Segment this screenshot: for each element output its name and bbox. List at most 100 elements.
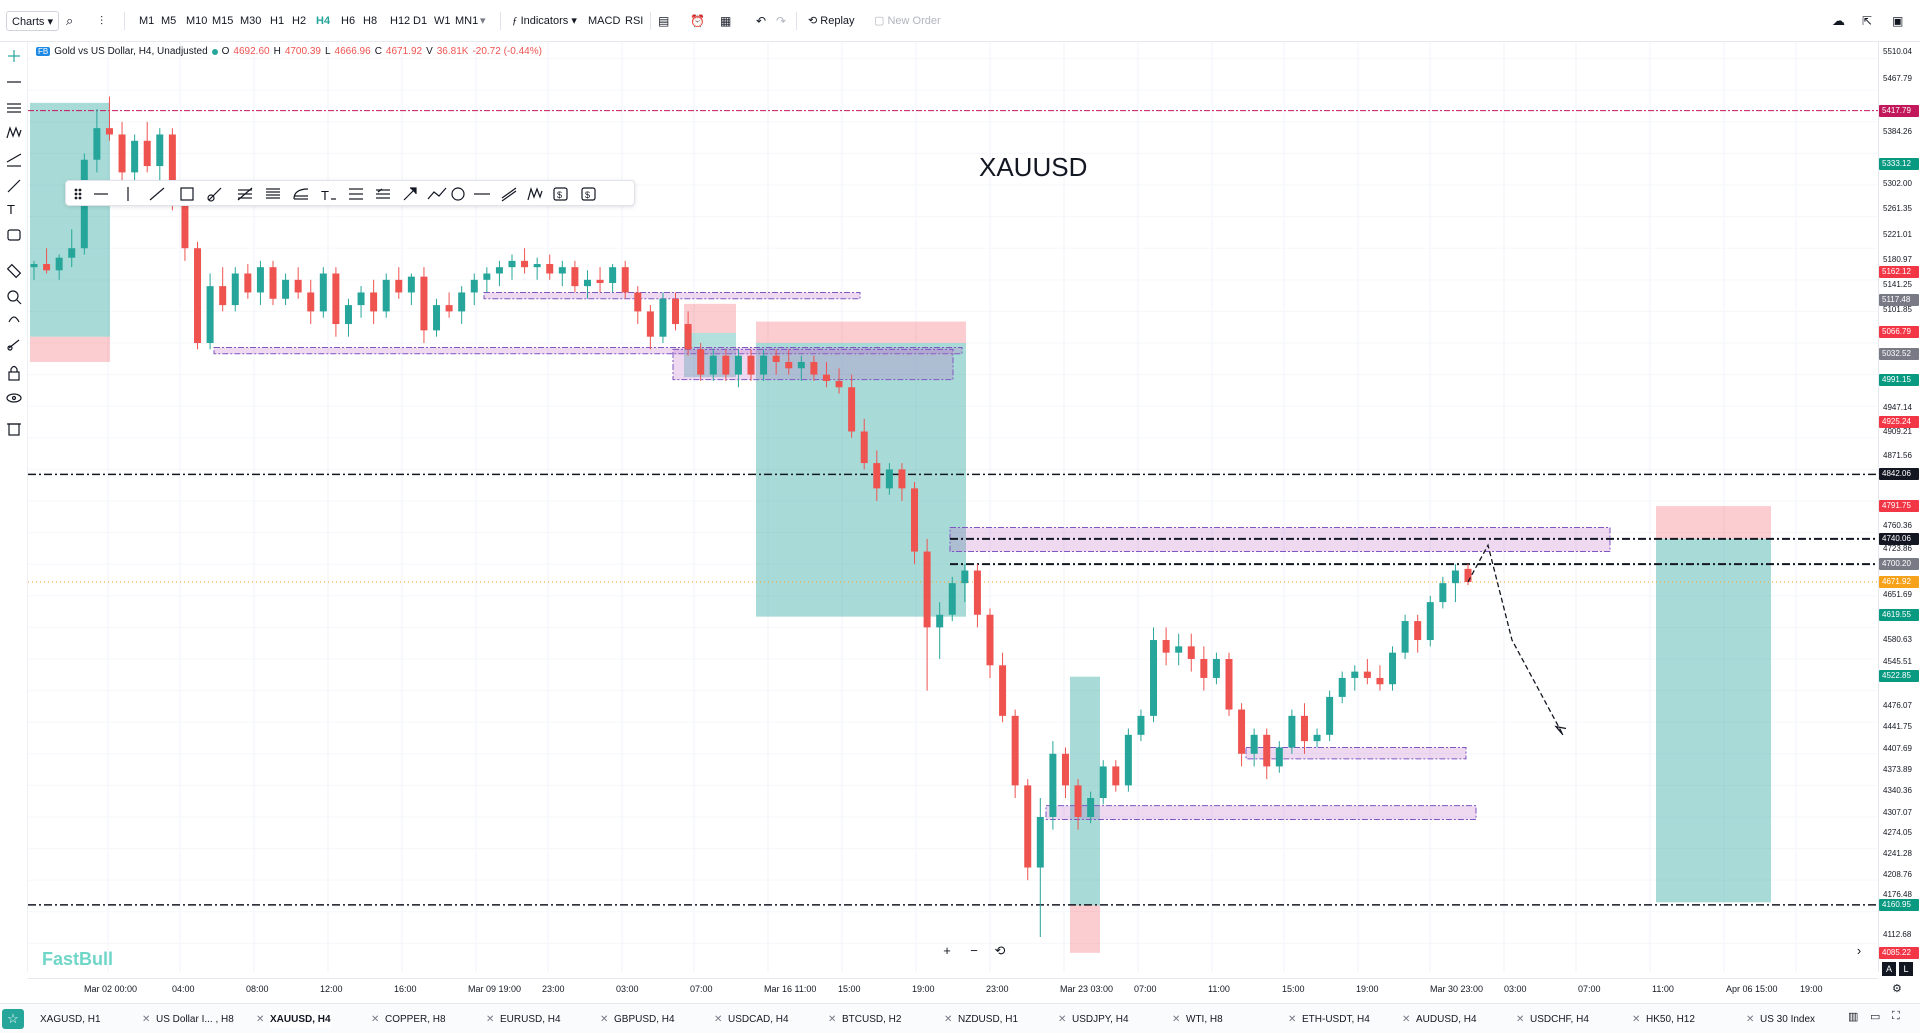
timeframe-d1[interactable]: D1 — [413, 15, 428, 27]
symbol-tab[interactable]: COPPER, H8 — [385, 1014, 446, 1025]
gann-tool-icon[interactable] — [293, 188, 309, 200]
regression-tool-icon[interactable] — [376, 188, 390, 199]
new-order-button[interactable]: ▢ New Order — [874, 15, 941, 27]
undo-icon[interactable]: ↶ — [756, 14, 767, 28]
drag-handle-icon[interactable] — [74, 188, 82, 200]
chart-canvas[interactable] — [28, 42, 1878, 972]
chart-area[interactable] — [28, 42, 1878, 972]
parallel-lines-icon[interactable] — [7, 103, 21, 113]
timeframe-mn1[interactable]: MN1 — [455, 15, 479, 27]
symbol-tab[interactable]: EURUSD, H4 — [500, 1014, 561, 1025]
tabs-fullscreen-icon[interactable]: ⛶ — [1892, 1010, 1900, 1022]
calendar-icon[interactable]: ▦ — [720, 14, 732, 28]
tab-close-icon[interactable]: ✕ — [1288, 1014, 1297, 1025]
timeframe-m5[interactable]: M5 — [161, 15, 177, 27]
zoom-out-button[interactable]: − — [970, 943, 978, 958]
tabs-minimize-icon[interactable]: ▭ — [1870, 1011, 1881, 1023]
text-tool-icon[interactable]: T — [321, 188, 336, 203]
settings-icon[interactable]: ⚙ — [1892, 983, 1902, 995]
alert-icon[interactable]: ⏰ — [690, 14, 705, 28]
zoom-in-icon[interactable] — [7, 290, 22, 305]
fib-icon[interactable] — [6, 153, 22, 167]
timeframe-h1[interactable]: H1 — [270, 15, 285, 27]
timeframe-m30[interactable]: M30 — [240, 15, 262, 27]
chart-type-icon[interactable]: ⫶ — [100, 14, 104, 28]
tab-close-icon[interactable]: ✕ — [1516, 1014, 1525, 1025]
share-icon[interactable]: ⇱ — [1862, 14, 1873, 28]
symbol-tab[interactable]: USDCHF, H4 — [1530, 1014, 1589, 1025]
search-icon[interactable]: ⌕ — [66, 13, 74, 28]
tab-close-icon[interactable]: ✕ — [1058, 1014, 1067, 1025]
zoom-in-button[interactable]: + — [943, 943, 951, 958]
pattern-icon[interactable] — [6, 126, 22, 139]
symbol-tab[interactable]: US Dollar I... , H8 — [156, 1014, 234, 1025]
redo-icon[interactable]: ↷ — [776, 14, 787, 28]
tabs-layout-icon[interactable]: ▥ — [1848, 1011, 1859, 1023]
symbol-tab[interactable]: BTCUSD, H2 — [842, 1014, 902, 1025]
parallel-channel-tool-icon[interactable] — [501, 187, 517, 202]
tab-close-icon[interactable]: ✕ — [828, 1014, 837, 1025]
magnet-icon[interactable] — [8, 316, 20, 323]
cloud-icon[interactable]: ☁ — [1832, 13, 1845, 28]
long-position-tool-icon[interactable]: $ — [553, 187, 568, 201]
price-axis[interactable]: 5510.04 5467.79 5384.26 5302.00 5261.35 5221.… — [1878, 42, 1920, 972]
indicators-button[interactable]: ƒ Indicators ▾ — [512, 15, 577, 27]
tab-close-icon[interactable]: ✕ — [256, 1014, 265, 1025]
tab-close-icon[interactable]: ✕ — [944, 1014, 953, 1025]
trash-icon[interactable] — [7, 423, 21, 436]
fib-retracement-tool-icon[interactable] — [237, 187, 253, 201]
symbol-tab[interactable]: GBPUSD, H4 — [614, 1014, 675, 1025]
text-tool-icon[interactable]: T — [7, 202, 15, 217]
symbol-tab[interactable]: USDCAD, H4 — [728, 1014, 789, 1025]
tab-close-icon[interactable]: ✕ — [1402, 1014, 1411, 1025]
tab-close-icon[interactable]: ✕ — [486, 1014, 495, 1025]
favorites-icon[interactable]: ☆ — [2, 1009, 24, 1029]
charts-menu-button[interactable]: Charts ▾ — [6, 11, 59, 31]
rsi-button[interactable]: RSI — [625, 15, 644, 27]
tab-close-icon[interactable]: ✕ — [1746, 1014, 1755, 1025]
symbol-tab[interactable]: US 30 Index — [1760, 1014, 1816, 1025]
symbol-tab[interactable]: AUDUSD, H4 — [1416, 1014, 1477, 1025]
log-scale-button[interactable]: L — [1899, 962, 1913, 976]
symbol-tab[interactable]: USDJPY, H4 — [1072, 1014, 1129, 1025]
wave-tool-icon[interactable] — [527, 187, 543, 201]
timeframe-h4[interactable]: H4 — [316, 15, 331, 27]
brush-icon[interactable] — [7, 179, 21, 193]
tab-close-icon[interactable]: ✕ — [371, 1014, 380, 1025]
tab-close-icon[interactable]: ✕ — [600, 1014, 609, 1025]
lock-icon[interactable] — [8, 365, 20, 381]
timeframe-h8[interactable]: H8 — [363, 15, 378, 27]
macd-button[interactable]: MACD — [588, 15, 621, 27]
stay-drawing-icon[interactable] — [7, 339, 20, 351]
time-axis[interactable]: Mar 02 00:00 04:00 08:00 12:00 16:00 Mar 09 1… — [28, 978, 1878, 1000]
path-tool-icon[interactable] — [427, 187, 447, 200]
pitchfork-tool-icon[interactable] — [349, 188, 363, 200]
layout-icon[interactable]: ▤ — [658, 14, 670, 28]
crosshair-icon[interactable] — [8, 50, 20, 62]
arrow-tool-icon[interactable] — [403, 187, 417, 201]
tab-close-icon[interactable]: ✕ — [1172, 1014, 1181, 1025]
timeframe-m1[interactable]: M1 — [139, 15, 155, 27]
shape-icon[interactable] — [7, 229, 21, 241]
scroll-right-button[interactable]: › — [1856, 943, 1862, 958]
brush-tool-icon[interactable] — [207, 187, 222, 202]
rectangle-tool-icon[interactable] — [180, 187, 194, 201]
symbol-tab[interactable]: XAGUSD, H1 — [40, 1014, 101, 1025]
tab-close-icon[interactable]: ✕ — [714, 1014, 723, 1025]
timeframe-h6[interactable]: H6 — [341, 15, 356, 27]
symbol-tab[interactable]: XAUUSD, H4 — [270, 1011, 331, 1028]
trend-line-tool-icon[interactable] — [149, 187, 165, 201]
reset-zoom-button[interactable]: ⟲ — [994, 943, 1006, 958]
replay-button[interactable]: ⟲ Replay — [808, 15, 855, 27]
tab-close-icon[interactable]: ✕ — [1632, 1014, 1641, 1025]
timeframe-m15[interactable]: M15 — [212, 15, 234, 27]
tab-close-icon[interactable]: ✕ — [142, 1014, 151, 1025]
circle-tool-icon[interactable] — [451, 187, 465, 201]
fib-channel-tool-icon[interactable] — [266, 188, 280, 199]
eye-icon[interactable] — [6, 393, 22, 403]
symbol-tab[interactable]: HK50, H12 — [1646, 1014, 1695, 1025]
timeframe-h2[interactable]: H2 — [292, 15, 307, 27]
auto-scale-button[interactable]: A — [1882, 962, 1896, 976]
timeframe-w1[interactable]: W1 — [434, 15, 451, 27]
timeframe-h12[interactable]: H12 — [390, 15, 411, 27]
